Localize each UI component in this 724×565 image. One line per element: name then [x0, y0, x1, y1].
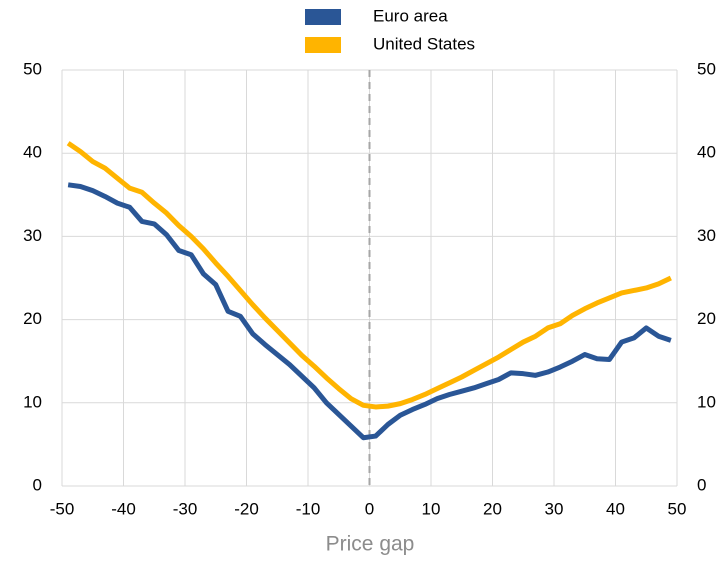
legend-label: United States — [373, 34, 475, 53]
y-tick-label: 20 — [23, 309, 42, 328]
x-tick-label: -10 — [296, 499, 321, 518]
y-tick-label: 50 — [23, 59, 42, 78]
y2-tick-label: 10 — [697, 392, 716, 411]
series-line — [67, 182, 672, 441]
y2-tick-label: 50 — [697, 59, 716, 78]
y2-tick-label: 20 — [697, 309, 716, 328]
y2-tick-label: 0 — [697, 475, 706, 494]
x-tick-label: 20 — [483, 499, 502, 518]
x-tick-label: -50 — [50, 499, 75, 518]
y-tick-label: 30 — [23, 226, 42, 245]
y-tick-label: 10 — [23, 392, 42, 411]
y2-tick-label: 40 — [697, 143, 716, 162]
x-tick-label: 0 — [365, 499, 374, 518]
x-tick-label: -30 — [173, 499, 198, 518]
series-line — [66, 141, 672, 410]
y-tick-label: 40 — [23, 143, 42, 162]
x-tick-label: -40 — [111, 499, 136, 518]
y-tick-label: 0 — [33, 475, 42, 494]
legend-label: Euro area — [373, 6, 448, 25]
legend-swatch — [305, 9, 341, 25]
x-axis-label: Price gap — [326, 533, 415, 556]
x-tick-label: 50 — [668, 499, 687, 518]
y2-tick-label: 30 — [697, 226, 716, 245]
x-tick-label: -20 — [234, 499, 259, 518]
x-tick-label: 40 — [606, 499, 625, 518]
legend-swatch — [305, 37, 341, 53]
x-tick-label: 30 — [545, 499, 564, 518]
x-tick-label: 10 — [422, 499, 441, 518]
